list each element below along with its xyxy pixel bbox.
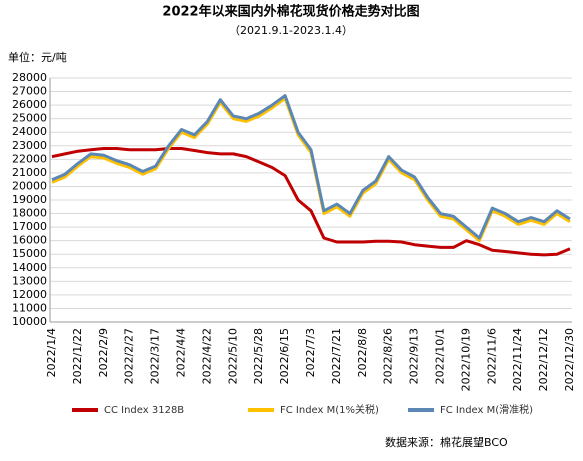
y-tick-label: 13000 <box>12 274 47 287</box>
y-tick-label: 24000 <box>12 125 47 138</box>
y-tick-label: 23000 <box>12 139 47 152</box>
x-tick-label: 2022/10/1 <box>434 328 447 384</box>
x-tick-label: 2022/8/26 <box>382 328 395 384</box>
y-tick-label: 21000 <box>12 166 47 179</box>
y-tick-label: 26000 <box>12 98 47 111</box>
x-tick-label: 2022/11/6 <box>485 328 498 384</box>
x-tick-label: 2022/12/12 <box>537 328 550 391</box>
y-tick-label: 12000 <box>12 288 47 301</box>
x-tick-label: 2022/1/22 <box>71 328 84 384</box>
x-tick-label: 2022/5/28 <box>252 328 265 384</box>
x-tick-label: 2022/11/24 <box>511 328 524 391</box>
x-tick-label: 2022/2/9 <box>97 328 110 377</box>
x-tick-label: 2022/10/19 <box>459 328 472 391</box>
y-axis-label: 单位：元/吨 <box>8 50 67 64</box>
x-tick-label: 2022/7/21 <box>330 328 343 384</box>
chart-title: 2022年以来国内外棉花现货价格走势对比图 <box>162 4 419 20</box>
y-tick-label: 28000 <box>12 71 47 84</box>
y-tick-label: 14000 <box>12 261 47 274</box>
y-tick-label: 16000 <box>12 234 47 247</box>
x-tick-label: 2022/3/17 <box>149 328 162 384</box>
y-tick-label: 11000 <box>12 301 47 314</box>
y-tick-label: 18000 <box>12 207 47 220</box>
x-tick-label: 2022/4/4 <box>175 328 188 377</box>
chart-subtitle: （2021.9.1-2023.1.4） <box>229 24 353 37</box>
series-line <box>51 94 571 240</box>
legend-label: CC Index 3128B <box>104 405 184 416</box>
source: 数据来源：棉花展望BCO <box>385 435 508 449</box>
series-line <box>51 96 571 243</box>
y-tick-label: 19000 <box>12 193 47 206</box>
x-tick-label: 2022/7/3 <box>304 328 317 377</box>
y-tick-label: 22000 <box>12 152 47 165</box>
x-tick-label: 2022/2/27 <box>123 328 136 384</box>
x-tick-label: 2022/6/15 <box>278 328 291 384</box>
x-tick-label: 2022/4/22 <box>200 328 213 384</box>
x-tick-label: 2022/9/13 <box>408 328 421 384</box>
y-tick-label: 15000 <box>12 247 47 260</box>
y-tick-label: 10000 <box>12 315 47 328</box>
y-tick-label: 20000 <box>12 179 47 192</box>
legend-label: FC Index M(1%关税) <box>280 403 379 416</box>
series-line <box>51 147 571 257</box>
x-tick-label: 2022/8/8 <box>356 328 369 377</box>
y-tick-label: 17000 <box>12 220 47 233</box>
x-tick-label: 2022/1/4 <box>45 328 58 377</box>
y-tick-label: 27000 <box>12 85 47 98</box>
legend-label: FC Index M(滑准税) <box>440 403 533 416</box>
x-tick-label: 2022/5/10 <box>226 328 239 384</box>
y-tick-label: 25000 <box>12 112 47 125</box>
x-tick-label: 2022/12/30 <box>563 328 576 391</box>
